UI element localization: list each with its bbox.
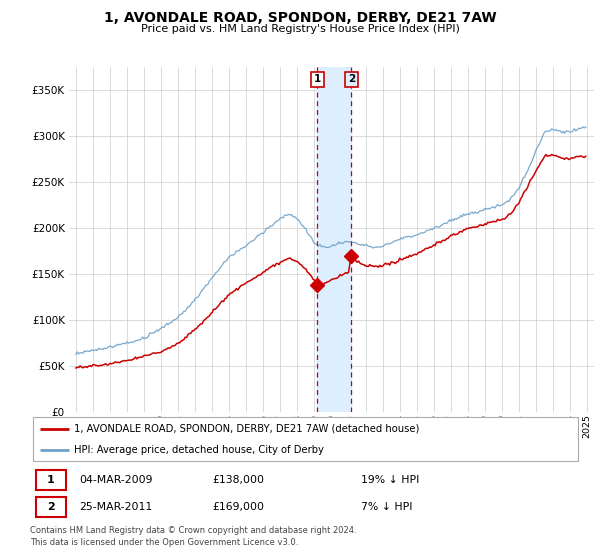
Text: 1, AVONDALE ROAD, SPONDON, DERBY, DE21 7AW: 1, AVONDALE ROAD, SPONDON, DERBY, DE21 7… (104, 11, 496, 25)
Text: 1: 1 (314, 74, 321, 84)
Text: 25-MAR-2011: 25-MAR-2011 (80, 502, 153, 512)
Text: Contains HM Land Registry data © Crown copyright and database right 2024.
This d: Contains HM Land Registry data © Crown c… (30, 526, 356, 547)
Bar (317, 67, 352, 412)
FancyBboxPatch shape (33, 417, 578, 461)
Text: £169,000: £169,000 (212, 502, 264, 512)
FancyBboxPatch shape (35, 470, 66, 490)
Text: Price paid vs. HM Land Registry's House Price Index (HPI): Price paid vs. HM Land Registry's House … (140, 24, 460, 34)
Text: HPI: Average price, detached house, City of Derby: HPI: Average price, detached house, City… (74, 445, 324, 455)
Text: 7% ↓ HPI: 7% ↓ HPI (361, 502, 413, 512)
Text: 04-MAR-2009: 04-MAR-2009 (80, 475, 153, 485)
FancyBboxPatch shape (35, 497, 66, 517)
Text: 1: 1 (47, 475, 55, 485)
Text: £138,000: £138,000 (212, 475, 264, 485)
Text: 2: 2 (348, 74, 355, 84)
Text: 2: 2 (47, 502, 55, 512)
Text: 1, AVONDALE ROAD, SPONDON, DERBY, DE21 7AW (detached house): 1, AVONDALE ROAD, SPONDON, DERBY, DE21 7… (74, 424, 419, 434)
Text: 19% ↓ HPI: 19% ↓ HPI (361, 475, 419, 485)
